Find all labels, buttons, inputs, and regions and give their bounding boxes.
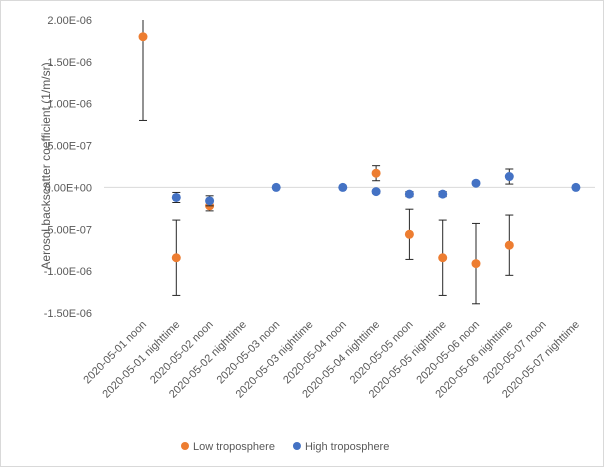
point [205, 196, 215, 206]
point [438, 253, 448, 263]
point [504, 240, 514, 250]
y-tick-label: -1.00E-06 [44, 266, 92, 278]
legend-marker [292, 442, 301, 450]
point [338, 182, 348, 192]
point [504, 172, 514, 182]
y-tick-label: 0.00E+00 [45, 182, 92, 194]
point [571, 182, 581, 192]
error-bar [139, 20, 147, 121]
y-tick-label: 2.00E-06 [47, 15, 92, 27]
point [404, 229, 414, 239]
legend-label: Low troposphere [193, 441, 275, 453]
y-tick-label: -5.00E-07 [44, 224, 92, 236]
legend-label: High troposphere [305, 441, 389, 453]
y-tick-label: 1.50E-06 [47, 57, 92, 69]
point [171, 253, 181, 263]
point [171, 192, 181, 202]
y-axis-title: Aerosol backscatter coefficient (1/m/sr) [39, 62, 53, 269]
point [438, 189, 448, 199]
point [271, 182, 281, 192]
point [371, 168, 381, 178]
plot [138, 20, 581, 305]
y-tick-label: 1.00E-06 [47, 99, 92, 111]
y-tick-label: 5.00E-07 [47, 141, 92, 153]
point [371, 187, 381, 197]
legend-marker [181, 442, 189, 450]
point [471, 178, 481, 188]
point [471, 259, 481, 269]
point [404, 189, 414, 199]
point [138, 32, 148, 42]
y-tick-label: -1.50E-06 [44, 308, 92, 320]
